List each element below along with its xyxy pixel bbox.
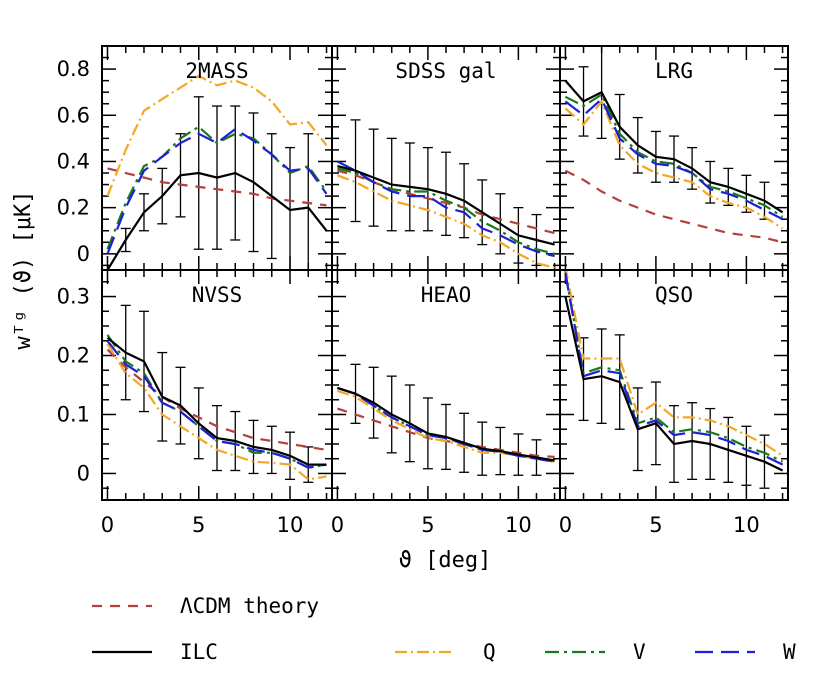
data-group	[337, 363, 555, 476]
series-line-q	[337, 389, 555, 463]
data-group	[336, 119, 555, 269]
series-line-ilc	[106, 171, 328, 270]
x-tick-label: 10	[733, 513, 760, 537]
series-line-q	[564, 270, 784, 457]
panel-lrg: LRG	[559, 45, 789, 271]
panel-nvss: 0 0.1 0.2 0.3 0 5 10 NVSS	[57, 269, 333, 537]
series-line-q	[564, 99, 784, 230]
series-line-w	[337, 386, 555, 463]
series-line-theory	[564, 169, 783, 244]
data-group	[564, 46, 784, 244]
x-tick-label: 0	[101, 513, 114, 537]
panels-group: 00.20.40.60.8 2MASS SDSS gal LRG00.10.20.30…	[57, 45, 789, 537]
panel-frame	[559, 269, 789, 501]
y-tick-label: 0.8	[57, 57, 90, 81]
y-axis-title: wᵀᵍ (ϑ) [μK]	[11, 191, 36, 350]
series-line-ilc	[337, 386, 555, 462]
panel-title: NVSS	[192, 283, 243, 307]
y-tick-label: 0.6	[57, 103, 90, 127]
series-line-v	[106, 334, 327, 469]
x-tick-label: 5	[421, 513, 434, 537]
series-line-w	[564, 97, 784, 221]
panel-title: HEAO	[421, 283, 472, 307]
panel-qso: 0 5 10 QSO	[559, 269, 789, 537]
x-tick-label: 10	[505, 513, 532, 537]
data-group	[106, 74, 328, 270]
legend-label: ΛCDM theory	[180, 594, 319, 618]
series-line-v	[564, 272, 784, 463]
legend-item-q: Q	[395, 640, 496, 664]
series-line-v	[106, 125, 328, 250]
panel-sdss-gal: SDSS gal	[331, 45, 561, 271]
panel-title: LRG	[655, 59, 693, 83]
legend-label: ILC	[180, 640, 218, 664]
legend: ΛCDM theory ILC Q V W	[92, 594, 796, 664]
x-tick-label: 10	[277, 513, 304, 537]
y-tick-label: 0	[77, 461, 90, 485]
series-line-q	[106, 343, 327, 481]
series-line-w	[564, 272, 784, 466]
panel-title: QSO	[655, 283, 693, 307]
series-line-ilc	[564, 296, 784, 472]
series-line-theory	[107, 167, 327, 207]
series-line-q	[337, 174, 555, 269]
y-tick-label: 0.2	[57, 196, 90, 220]
legend-label: Q	[483, 640, 496, 664]
x-axis-title: ϑ [deg]	[399, 548, 492, 573]
legend-item-w: W	[695, 640, 796, 664]
series-line-ilc	[106, 336, 327, 466]
x-tick-label: 5	[192, 513, 205, 537]
legend-item-ilc: ILC	[92, 640, 218, 664]
series-line-ilc	[564, 79, 784, 214]
legend-label: W	[783, 640, 796, 664]
data-group	[564, 270, 784, 489]
legend-item-v: V	[545, 640, 646, 664]
panel-title: SDSS gal	[395, 59, 496, 83]
x-tick-label: 0	[559, 513, 572, 537]
series-line-q	[106, 74, 328, 197]
panel-heao: 0 5 10 HEAO	[331, 269, 561, 537]
x-tick-label: 5	[649, 513, 662, 537]
y-tick-label: 0.4	[57, 149, 90, 173]
y-tick-label: 0	[77, 242, 90, 266]
series-line-theory	[106, 348, 327, 451]
series-line-w	[336, 160, 555, 258]
legend-item-theory: ΛCDM theory	[92, 594, 319, 618]
y-tick-label: 0.1	[57, 402, 90, 426]
x-tick-label: 0	[331, 513, 344, 537]
legend-label: V	[633, 640, 646, 664]
series-line-w	[106, 127, 328, 255]
data-group	[106, 304, 327, 483]
panel-title: 2MASS	[185, 59, 248, 83]
y-tick-label: 0.3	[57, 285, 90, 309]
y-tick-label: 0.2	[57, 344, 90, 368]
series-line-ilc	[337, 165, 555, 246]
panel-2mass: 0 0.2 0.4 0.6 0.8 2MASS	[57, 45, 333, 271]
